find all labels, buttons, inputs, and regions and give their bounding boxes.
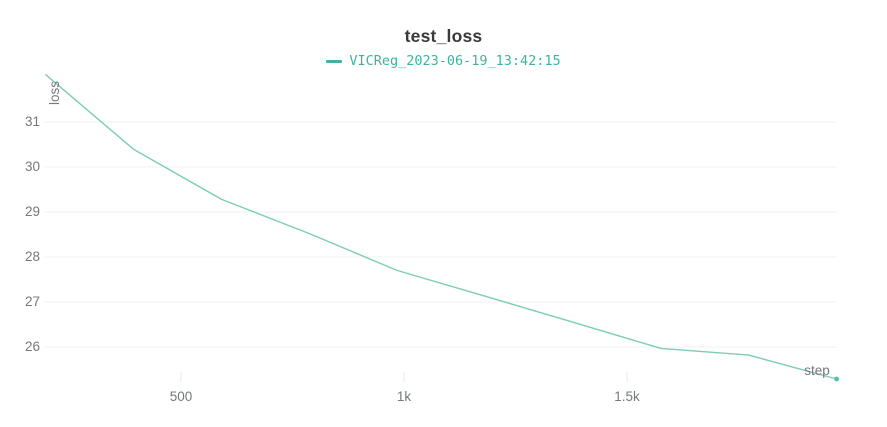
legend-line-swatch: [326, 59, 343, 63]
y-tick-label-30: 30: [24, 159, 40, 174]
legend-run-name: VICReg_2023-06-19_13:42:15: [349, 53, 561, 69]
legend: VICReg_2023-06-19_13:42:15: [0, 53, 887, 69]
series-line[interactable]: [45, 74, 838, 380]
x-axis-title: step: [804, 363, 830, 378]
y-tick-label-29: 29: [24, 204, 40, 219]
y-tick-label-27: 27: [24, 294, 40, 309]
x-tick-label-500: 500: [169, 389, 193, 404]
x-tick-label-1.5k: 1.5k: [614, 389, 640, 404]
series-end-dot: [834, 376, 839, 382]
chart-title: test_loss: [404, 26, 483, 46]
y-tick-label-26: 26: [24, 339, 40, 354]
y-axis-title: loss: [47, 81, 62, 106]
x-tick-label-1k: 1k: [396, 389, 412, 404]
y-tick-label-31: 31: [24, 114, 40, 129]
y-tick-label-28: 28: [24, 249, 40, 264]
